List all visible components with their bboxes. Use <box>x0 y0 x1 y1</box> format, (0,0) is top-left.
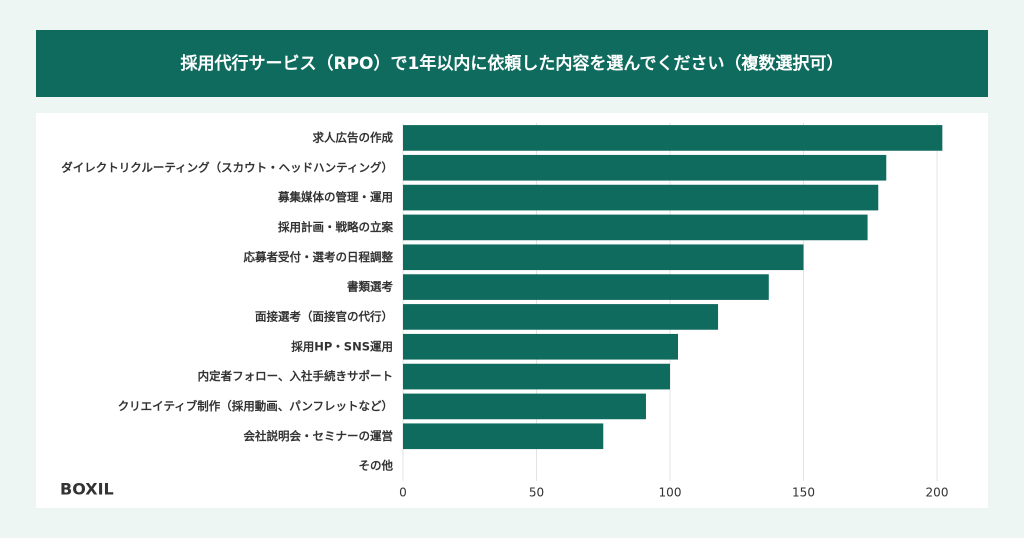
header <box>36 30 988 97</box>
x-tick-label: 150 <box>792 486 815 500</box>
bar <box>403 154 887 181</box>
chart-title: 採用代行サービス（RPO）で1年以内に依頼した内容を選んでください（複数選択可） <box>181 53 844 74</box>
bar <box>403 214 868 241</box>
y-tick-label: 会社説明会・セミナーの運営 <box>243 429 394 443</box>
y-tick-label: ダイレクトリクルーティング（スカウト・ヘッドハンティング） <box>61 160 393 174</box>
x-tick-label: 200 <box>926 486 949 500</box>
y-tick-label: 求人広告の作成 <box>313 130 394 144</box>
y-tick-label: その他 <box>359 459 394 473</box>
bar <box>403 393 646 420</box>
x-tick-label: 0 <box>399 486 407 500</box>
y-tick-label: 書類選考 <box>347 280 393 294</box>
y-tick-label: 採用HP・SNS運用 <box>291 339 393 353</box>
bar <box>403 423 604 450</box>
bar <box>403 274 769 300</box>
logo: BOXIL <box>60 480 114 499</box>
bar <box>403 304 719 330</box>
bar <box>403 125 943 151</box>
bar <box>403 184 879 211</box>
y-tick-label: 応募者受付・選考の日程調整 <box>244 250 394 264</box>
bar <box>403 244 804 271</box>
x-tick-label: 100 <box>659 486 682 500</box>
y-tick-label: 募集媒体の管理・運用 <box>277 190 393 204</box>
y-tick-label: クリエイティブ制作（採用動画、パンフレットなど） <box>118 399 393 413</box>
bar <box>403 363 670 390</box>
y-tick-label: 内定者フォロー、入社手続きサポート <box>198 369 393 383</box>
y-tick-label: 面接選考（面接官の代行） <box>255 309 393 323</box>
y-tick-label: 採用計画・戦略の立案 <box>278 220 393 234</box>
bar <box>403 333 679 360</box>
x-tick-label: 50 <box>529 486 544 500</box>
